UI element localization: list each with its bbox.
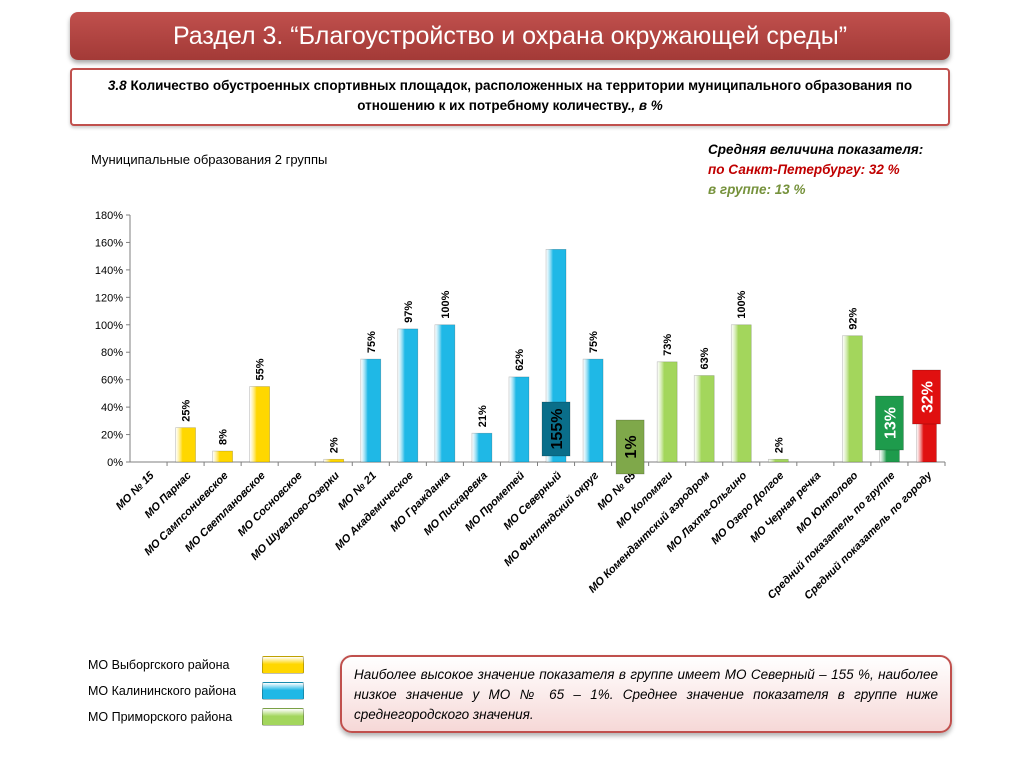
legend-swatch (262, 682, 304, 700)
data-label: 97% (403, 301, 415, 323)
average-title: Средняя величина показателя: (708, 142, 924, 157)
bar (656, 361, 678, 463)
legend: МО Выборгского района МО Калининского ра… (88, 656, 304, 734)
data-label-box (541, 401, 571, 457)
bar-chart: 0%20%40%60%80%100%120%140%160%180%МО № 1… (95, 210, 946, 602)
data-label: 2% (773, 437, 785, 453)
indicator-title-box: 3.8 Количество обустроенных спортивных п… (70, 68, 950, 126)
category-label: МО Сосновское (236, 470, 305, 539)
data-label: 75% (366, 331, 378, 353)
y-tick-label: 40% (101, 402, 123, 414)
data-label: 75% (588, 331, 600, 353)
data-label-box (912, 369, 941, 425)
data-label: 1% (623, 435, 640, 458)
bar (508, 376, 530, 463)
bar (249, 386, 270, 463)
data-label-box (615, 419, 645, 475)
category-label: МО Пискаревка (422, 470, 490, 538)
data-label: 13% (882, 407, 899, 439)
bar (582, 358, 604, 463)
data-label: 21% (477, 405, 489, 427)
data-label: 100% (736, 290, 748, 318)
average-values: Средняя величина показателя: по Санкт-Пе… (708, 140, 923, 200)
y-tick-label: 80% (101, 347, 123, 359)
bar (471, 432, 493, 463)
bar (323, 458, 345, 463)
bar (397, 328, 419, 463)
data-label: 25% (181, 399, 193, 421)
legend-swatch (262, 708, 304, 726)
bar (212, 450, 233, 463)
legend-label: МО Выборгского района (88, 658, 230, 672)
y-tick-label: 20% (101, 430, 123, 442)
data-label: 8% (218, 429, 230, 445)
bar (434, 324, 456, 463)
legend-item: МО Калининского района (88, 682, 304, 708)
data-label: 62% (514, 349, 526, 371)
data-label: 32% (919, 381, 936, 413)
bar (360, 358, 382, 463)
legend-label: МО Приморского района (88, 710, 233, 724)
conclusion-note: Наиболее высокое значение показателя в г… (340, 655, 952, 733)
category-label: МО Черная речка (748, 470, 823, 545)
bar (842, 335, 863, 463)
data-label: 155% (549, 409, 566, 450)
category-label: МО Озеро Долгое (709, 470, 786, 547)
legend-item: МО Выборгского района (88, 656, 304, 682)
data-label: 63% (699, 347, 711, 369)
data-label-box (875, 395, 904, 451)
data-label: 2% (329, 437, 341, 453)
y-tick-label: 120% (95, 292, 123, 304)
bar (916, 417, 937, 463)
bar (175, 427, 196, 463)
bar (767, 458, 789, 463)
y-tick-label: 160% (95, 237, 123, 249)
average-city: по Санкт-Петербургу: 32 % (708, 162, 900, 177)
data-label: 100% (440, 290, 452, 318)
indicator-number: 3.8 (107, 78, 127, 93)
slide-header: Раздел 3. “Благоустройство и охрана окру… (70, 12, 950, 60)
bar (693, 375, 715, 463)
legend-swatch (262, 656, 304, 674)
slide-title: Раздел 3. “Благоустройство и охрана окру… (172, 22, 848, 50)
y-tick-label: 60% (101, 375, 123, 387)
data-label: 55% (255, 358, 267, 380)
average-group: в группе: 13 % (708, 182, 806, 197)
data-label: 73% (662, 334, 674, 356)
y-tick-label: 0% (107, 457, 123, 469)
data-label: 92% (847, 308, 859, 330)
legend-label: МО Калининского района (88, 684, 237, 698)
legend-item: МО Приморского района (88, 708, 304, 734)
indicator-unit: , в % (631, 98, 663, 113)
y-tick-label: 180% (95, 210, 123, 222)
conclusion-text: Наиболее высокое значение показателя в г… (354, 667, 938, 722)
bar (730, 324, 752, 463)
y-tick-label: 140% (95, 265, 123, 277)
y-tick-label: 100% (95, 320, 123, 332)
group-label: Муниципальные образования 2 группы (91, 152, 328, 167)
indicator-text: Количество обустроенных спортивных площа… (130, 78, 913, 113)
